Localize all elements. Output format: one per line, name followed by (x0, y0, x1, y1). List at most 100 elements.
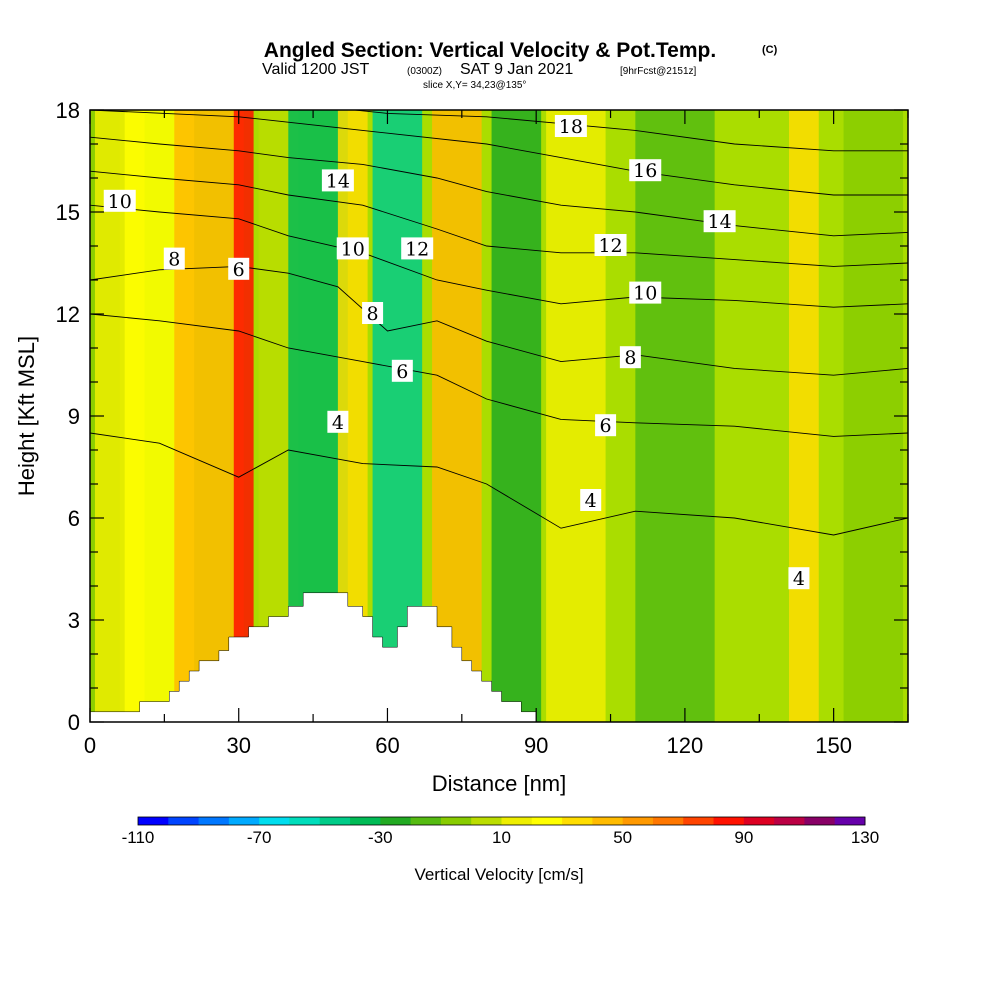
contour-label: 14 (708, 211, 732, 233)
colorbar-swatch (380, 817, 412, 825)
valid-time-utc: (0300Z) (407, 66, 442, 77)
y-tick-label: 12 (56, 302, 80, 327)
contour-label: 14 (326, 170, 350, 192)
contour-label-box (228, 257, 250, 280)
contour-label: 6 (600, 415, 612, 437)
contour-label-box (629, 159, 662, 182)
theta-contour-12 (90, 170, 908, 267)
contour-label-box (327, 410, 349, 433)
contour-label: 10 (108, 191, 132, 213)
colorbar-swatch (713, 817, 745, 825)
copyright-mark: (C) (762, 44, 778, 56)
colorbar-swatch (350, 817, 381, 825)
colorbar-swatch (138, 817, 169, 825)
valid-time-prefix: Valid 1200 JST (262, 61, 370, 78)
colorbar-tick-label: -30 (368, 828, 393, 847)
colorbar-swatch (683, 817, 715, 825)
contour-label: 4 (332, 412, 344, 434)
contour-label-box (788, 567, 810, 590)
contour-label: 4 (585, 490, 597, 512)
x-tick-label: 120 (667, 733, 704, 758)
colorbar-swatch (319, 817, 351, 825)
contour-label-box (619, 346, 641, 369)
contour-label-box (362, 302, 384, 324)
slice-label: slice X,Y= 34,23@135° (423, 80, 526, 91)
contour-label: 12 (405, 238, 429, 260)
y-tick-label: 0 (68, 710, 80, 735)
contour-label-box (595, 414, 617, 437)
contour-label-box (321, 169, 354, 192)
contour-label-box (401, 237, 434, 260)
colorbar-swatch (562, 817, 593, 825)
colorbar-swatch (592, 817, 624, 825)
theta-contour-4 (90, 432, 908, 536)
contour-label: 4 (793, 568, 805, 590)
contour-label-box (703, 210, 736, 233)
colorbar-swatch (471, 817, 502, 825)
y-tick-label: 15 (56, 200, 80, 225)
velocity-field (90, 110, 904, 722)
colorbar-tick-label: -110 (122, 828, 155, 847)
y-tick-label: 3 (68, 608, 80, 633)
contour-label-box (163, 247, 185, 270)
colorbar-swatch (622, 817, 654, 825)
x-tick-label: 30 (226, 733, 250, 758)
y-axis: 0 3 6 9 12 15 18 (56, 98, 908, 735)
x-axis-label: Distance [nm] (432, 771, 567, 796)
theta-contour-18 (350, 110, 908, 152)
contour-label-box (629, 281, 662, 304)
x-tick-label: 150 (815, 733, 852, 758)
plot-area: 4 4 4 6 6 6 8 8 8 10 10 10 12 12 14 14 16 18 (90, 110, 908, 722)
contour-label-box (594, 234, 627, 256)
contour-label-box (580, 489, 602, 511)
theta-contour-14 (90, 136, 908, 237)
colorbar-swatch (743, 817, 775, 825)
colorbar-swatch (834, 817, 866, 825)
colorbar-swatch (410, 817, 442, 825)
contour-label: 8 (624, 347, 636, 369)
velocity-cell (174, 110, 244, 722)
velocity-cell (789, 110, 819, 722)
contour-label: 12 (598, 235, 622, 257)
y-tick-label: 18 (56, 98, 80, 123)
forecast-label: [9hrFcst@2151z] (620, 66, 697, 77)
colorbar-swatch (228, 817, 260, 825)
theta-contours (90, 110, 908, 536)
valid-date: SAT 9 Jan 2021 (460, 61, 573, 78)
colorbar-swatch (804, 817, 836, 825)
colorbar-swatch (289, 817, 321, 825)
contour-label: 6 (233, 259, 245, 281)
theta-contour-10 (90, 204, 908, 308)
colorbar-swatch (774, 817, 805, 825)
colorbar-title: Vertical Velocity [cm/s] (414, 865, 583, 884)
chart-title: Angled Section: Vertical Velocity & Pot.… (264, 39, 716, 62)
colorbar-frame (137, 816, 866, 826)
contour-label: 6 (396, 361, 408, 383)
colorbar-tick-label: 130 (851, 828, 879, 847)
x-tick-label: 0 (84, 733, 96, 758)
x-axis: 0 30 60 90 120 150 (84, 110, 909, 758)
velocity-cell (432, 110, 482, 722)
y-axis-label: Height [Kft MSL] (14, 336, 39, 496)
contour-label-box (336, 237, 369, 260)
colorbar-tick-label: 50 (613, 828, 632, 847)
colorbar-swatch (440, 817, 472, 825)
contour-label-box (554, 115, 587, 137)
colorbar-swatch (259, 817, 290, 825)
velocity-cell (491, 110, 542, 722)
contour-label: 10 (341, 238, 365, 260)
velocity-cell (843, 110, 904, 722)
velocity-cell (635, 110, 715, 722)
contour-label-box (103, 189, 136, 212)
colorbar-swatch (198, 817, 230, 825)
terrain (90, 592, 537, 722)
y-tick-label: 9 (68, 404, 80, 429)
colorbar-swatch (531, 817, 563, 825)
x-tick-label: 60 (375, 733, 399, 758)
y-tick-label: 6 (68, 506, 80, 531)
contour-label: 8 (168, 249, 180, 271)
colorbar-labels: -110 -70 -30 10 50 90 130 (122, 828, 880, 847)
contour-label: 10 (633, 283, 657, 305)
